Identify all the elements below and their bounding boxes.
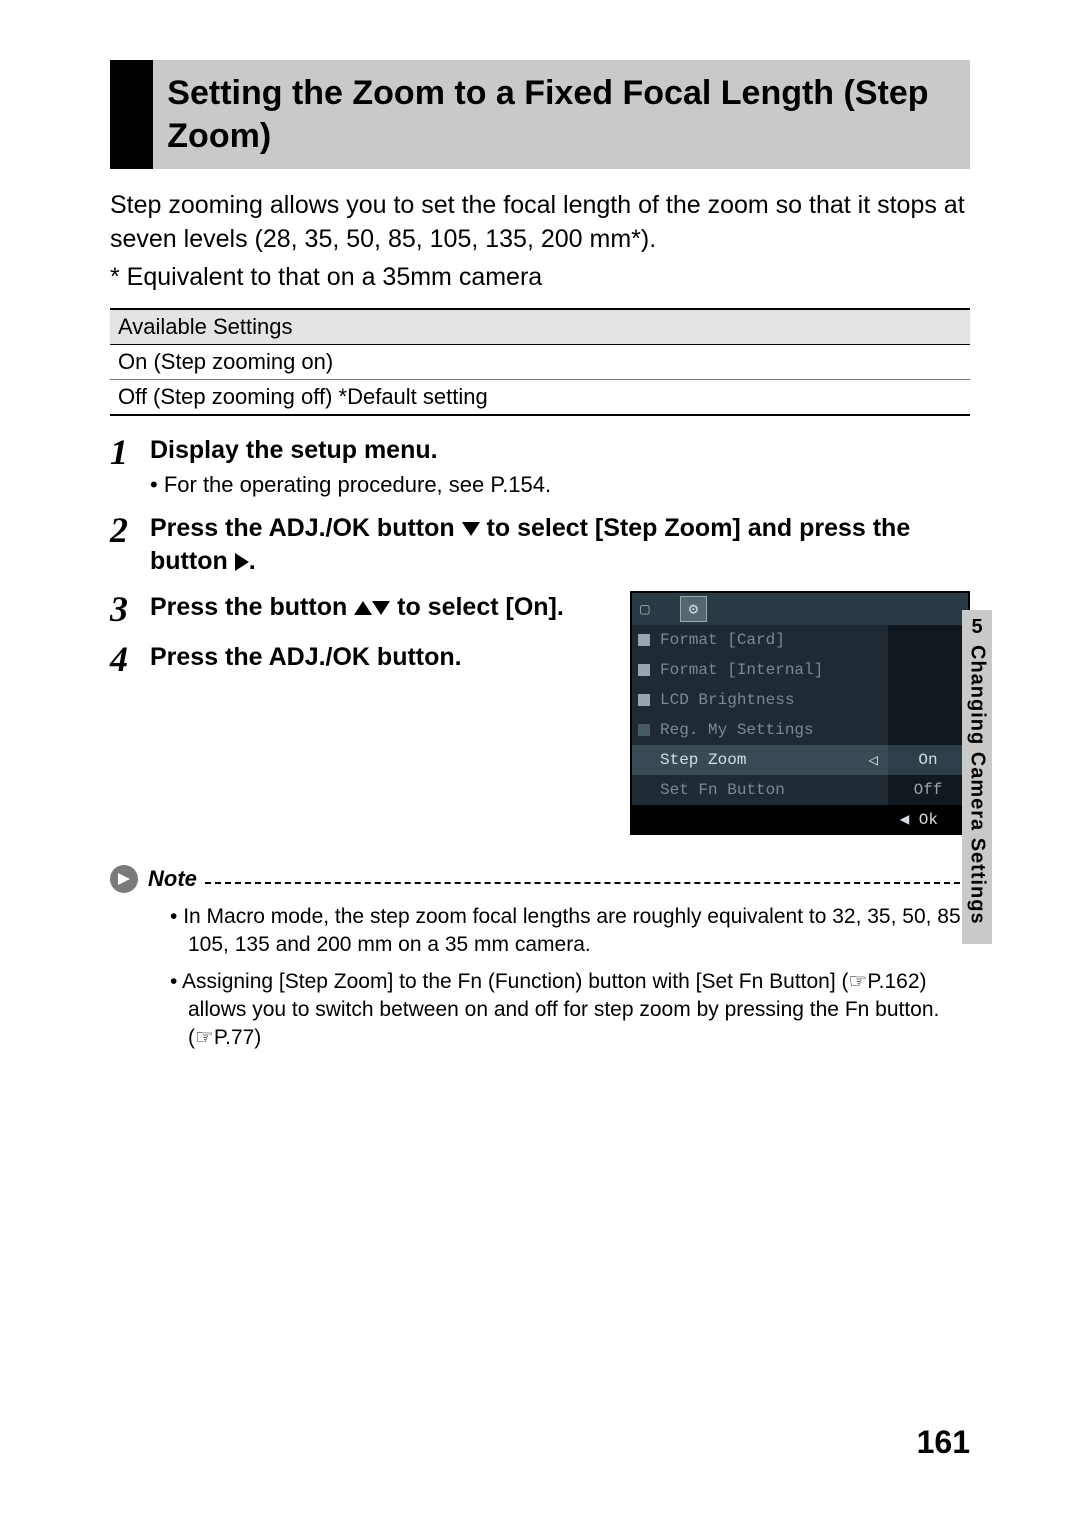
screenshot-options: On Off [888,625,968,805]
up-arrow-icon [354,601,372,615]
section-title-block: Setting the Zoom to a Fixed Focal Length… [110,60,970,169]
note-divider [205,882,970,884]
note-block: Note In Macro mode, the step zoom focal … [110,865,970,1053]
down-arrow-icon [462,522,480,536]
screenshot-footer: ◀ Ok [632,805,968,833]
step-1: 1 Display the setup menu. For the operat… [110,434,970,499]
camera-icon: ▢ [640,599,650,619]
intro-paragraph: Step zooming allows you to set the focal… [110,189,970,257]
left-caret-icon: ◁ [868,750,878,770]
step-number: 2 [110,512,150,577]
screenshot-tab-bar: ▢ ⚙ [632,593,968,625]
page-number: 161 [917,1424,970,1461]
step-text: Press the button [150,593,354,621]
title-black-bar [110,60,153,169]
settings-tab-icon: ⚙ [680,596,708,622]
note-icon [110,865,138,893]
right-arrow-icon [235,553,249,571]
menu-item: LCD Brightness [632,685,888,715]
chapter-side-tab: 5 Changing Camera Settings [962,610,992,944]
menu-item: Reg. My Settings [632,715,888,745]
menu-item: Format [Internal] [632,655,888,685]
settings-row: Off (Step zooming off) *Default setting [110,379,970,415]
step-text: . [249,547,256,575]
step-heading: Press the ADJ./OK button. [150,641,610,674]
step-heading: Display the setup menu. [150,434,970,467]
chapter-number: 5 [962,616,992,639]
note-list: In Macro mode, the step zoom focal lengt… [110,903,970,1053]
steps-list: 1 Display the setup menu. For the operat… [110,434,970,836]
step-text: Press the ADJ./OK button [150,514,462,542]
step-4: 4 Press the ADJ./OK button. [110,641,610,677]
step-3: 3 Press the button to select [On]. [110,591,610,627]
step-number: 3 [110,591,150,627]
step-number: 4 [110,641,150,677]
option-on: On [888,745,968,775]
step-text: to select [On]. [390,593,564,621]
camera-menu-screenshot: ▢ ⚙ Format [Card] Format [Internal] LCD … [630,591,970,835]
chapter-label: Changing Camera Settings [966,645,989,925]
available-settings-table: Available Settings On (Step zooming on) … [110,308,970,416]
settings-header: Available Settings [110,309,970,345]
menu-item-selected: Step Zoom◁ [632,745,888,775]
section-title: Setting the Zoom to a Fixed Focal Length… [153,60,970,169]
menu-item: Set Fn Button [632,775,888,805]
footnote-text: * Equivalent to that on a 35mm camera [110,263,970,292]
option-off: Off [888,775,968,805]
note-item: In Macro mode, the step zoom focal lengt… [170,903,970,960]
settings-row: On (Step zooming on) [110,344,970,379]
down-arrow-icon [372,601,390,615]
step-2: 2 Press the ADJ./OK button to select [St… [110,512,970,577]
menu-item: Format [Card] [632,625,888,655]
step-heading: Press the ADJ./OK button to select [Step… [150,512,970,577]
step-number: 1 [110,434,150,499]
step-heading: Press the button to select [On]. [150,591,610,624]
note-label: Note [148,866,197,892]
screenshot-menu: Format [Card] Format [Internal] LCD Brig… [632,625,888,805]
note-item: Assigning [Step Zoom] to the Fn (Functio… [170,968,970,1053]
step-subtext: For the operating procedure, see P.154. [150,472,970,498]
